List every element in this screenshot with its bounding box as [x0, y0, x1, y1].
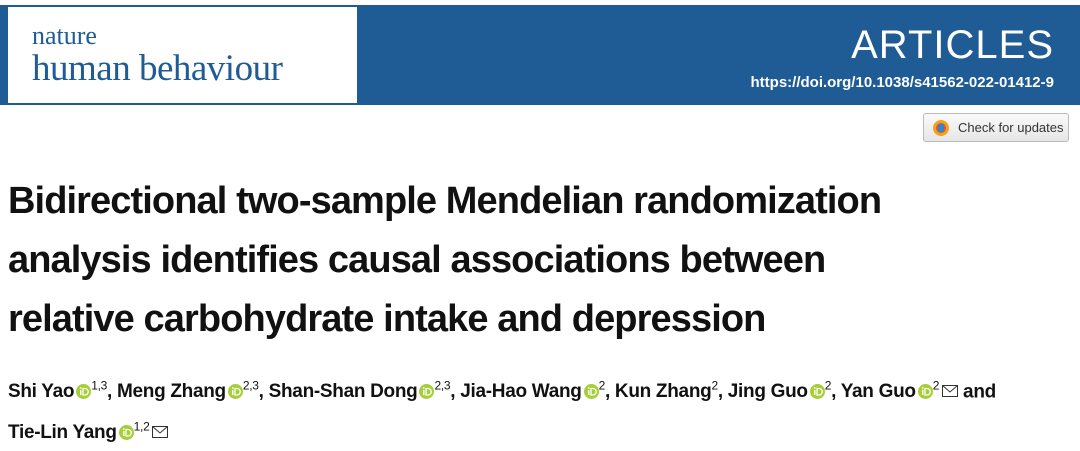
orcid-icon[interactable]: [917, 377, 933, 410]
check-updates-button[interactable]: Check for updates: [923, 113, 1069, 142]
journal-name: human behaviour: [32, 48, 283, 89]
article-title: Bidirectional two-sample Mendelian rando…: [8, 172, 882, 349]
email-icon[interactable]: [942, 375, 959, 408]
author-name[interactable]: Yan Guo: [840, 381, 916, 403]
author-affiliations: 2: [711, 379, 718, 393]
journal-top: nature: [32, 21, 97, 50]
author-affiliations: 1,2: [133, 419, 150, 434]
author-affiliations: 2,3: [242, 379, 259, 393]
author-list: Shi Yao 1,3, Meng Zhang 2,3, Shan-Shan Don…: [8, 370, 1076, 451]
author: Jing Guo 2,: [727, 379, 837, 403]
author-conjunction: and: [963, 381, 996, 403]
author: Tie-Lin Yang 1,2: [8, 419, 169, 443]
author-affiliations: 2: [824, 379, 832, 393]
author-name[interactable]: Kun Zhang: [614, 381, 712, 403]
orcid-icon[interactable]: [118, 418, 134, 451]
author-affiliations: 1,3: [91, 379, 107, 393]
orcid-icon[interactable]: [809, 377, 825, 410]
author-name[interactable]: Jia-Hao Wang: [460, 381, 582, 403]
title-line: relative carbohydrate intake and depress…: [8, 298, 766, 340]
author-separator: ,: [107, 381, 112, 403]
page: nature human behaviour ARTICLES https://…: [0, 5, 1080, 443]
author-name[interactable]: Meng Zhang: [116, 381, 226, 403]
author-affiliations: 2: [598, 379, 606, 393]
author-name[interactable]: Shi Yao: [8, 381, 75, 403]
title-line: Bidirectional two-sample Mendelian rando…: [8, 180, 882, 222]
author: Shi Yao 1,3,: [8, 379, 112, 403]
check-icon: [933, 119, 949, 136]
author-separator: ,: [717, 381, 723, 403]
article-type: ARTICLES: [851, 23, 1054, 67]
author-name[interactable]: Jing Guo: [727, 381, 808, 403]
author: Jia-Hao Wang 2,: [460, 379, 610, 403]
orcid-icon[interactable]: [76, 377, 92, 410]
journal-logo[interactable]: nature human behaviour: [8, 7, 357, 103]
journal-header: nature human behaviour ARTICLES https://…: [0, 5, 1080, 105]
doi-link[interactable]: https://doi.org/10.1038/s41562-022-01412…: [750, 74, 1055, 91]
author: Shan-Shan Dong 2,3,: [268, 379, 456, 403]
author-affiliations: 2,3: [434, 379, 451, 393]
orcid-icon[interactable]: [419, 377, 435, 410]
author-separator: ,: [831, 381, 837, 403]
author-separator: ,: [450, 381, 456, 403]
author: Meng Zhang 2,3,: [116, 379, 264, 403]
author: Yan Guo 2: [840, 379, 959, 403]
author: Kun Zhang2,: [614, 379, 723, 403]
author-separator: ,: [604, 381, 610, 403]
orcid-icon[interactable]: [583, 377, 599, 410]
author-name[interactable]: Tie-Lin Yang: [8, 421, 117, 443]
check-updates-label: Check for updates: [958, 120, 1064, 135]
author-affiliations: 2: [932, 379, 940, 393]
title-line: analysis identifies causal associations …: [8, 239, 826, 281]
author-separator: ,: [258, 381, 264, 403]
author-name[interactable]: Shan-Shan Dong: [268, 381, 418, 403]
email-icon[interactable]: [152, 416, 169, 449]
orcid-icon[interactable]: [227, 377, 243, 410]
